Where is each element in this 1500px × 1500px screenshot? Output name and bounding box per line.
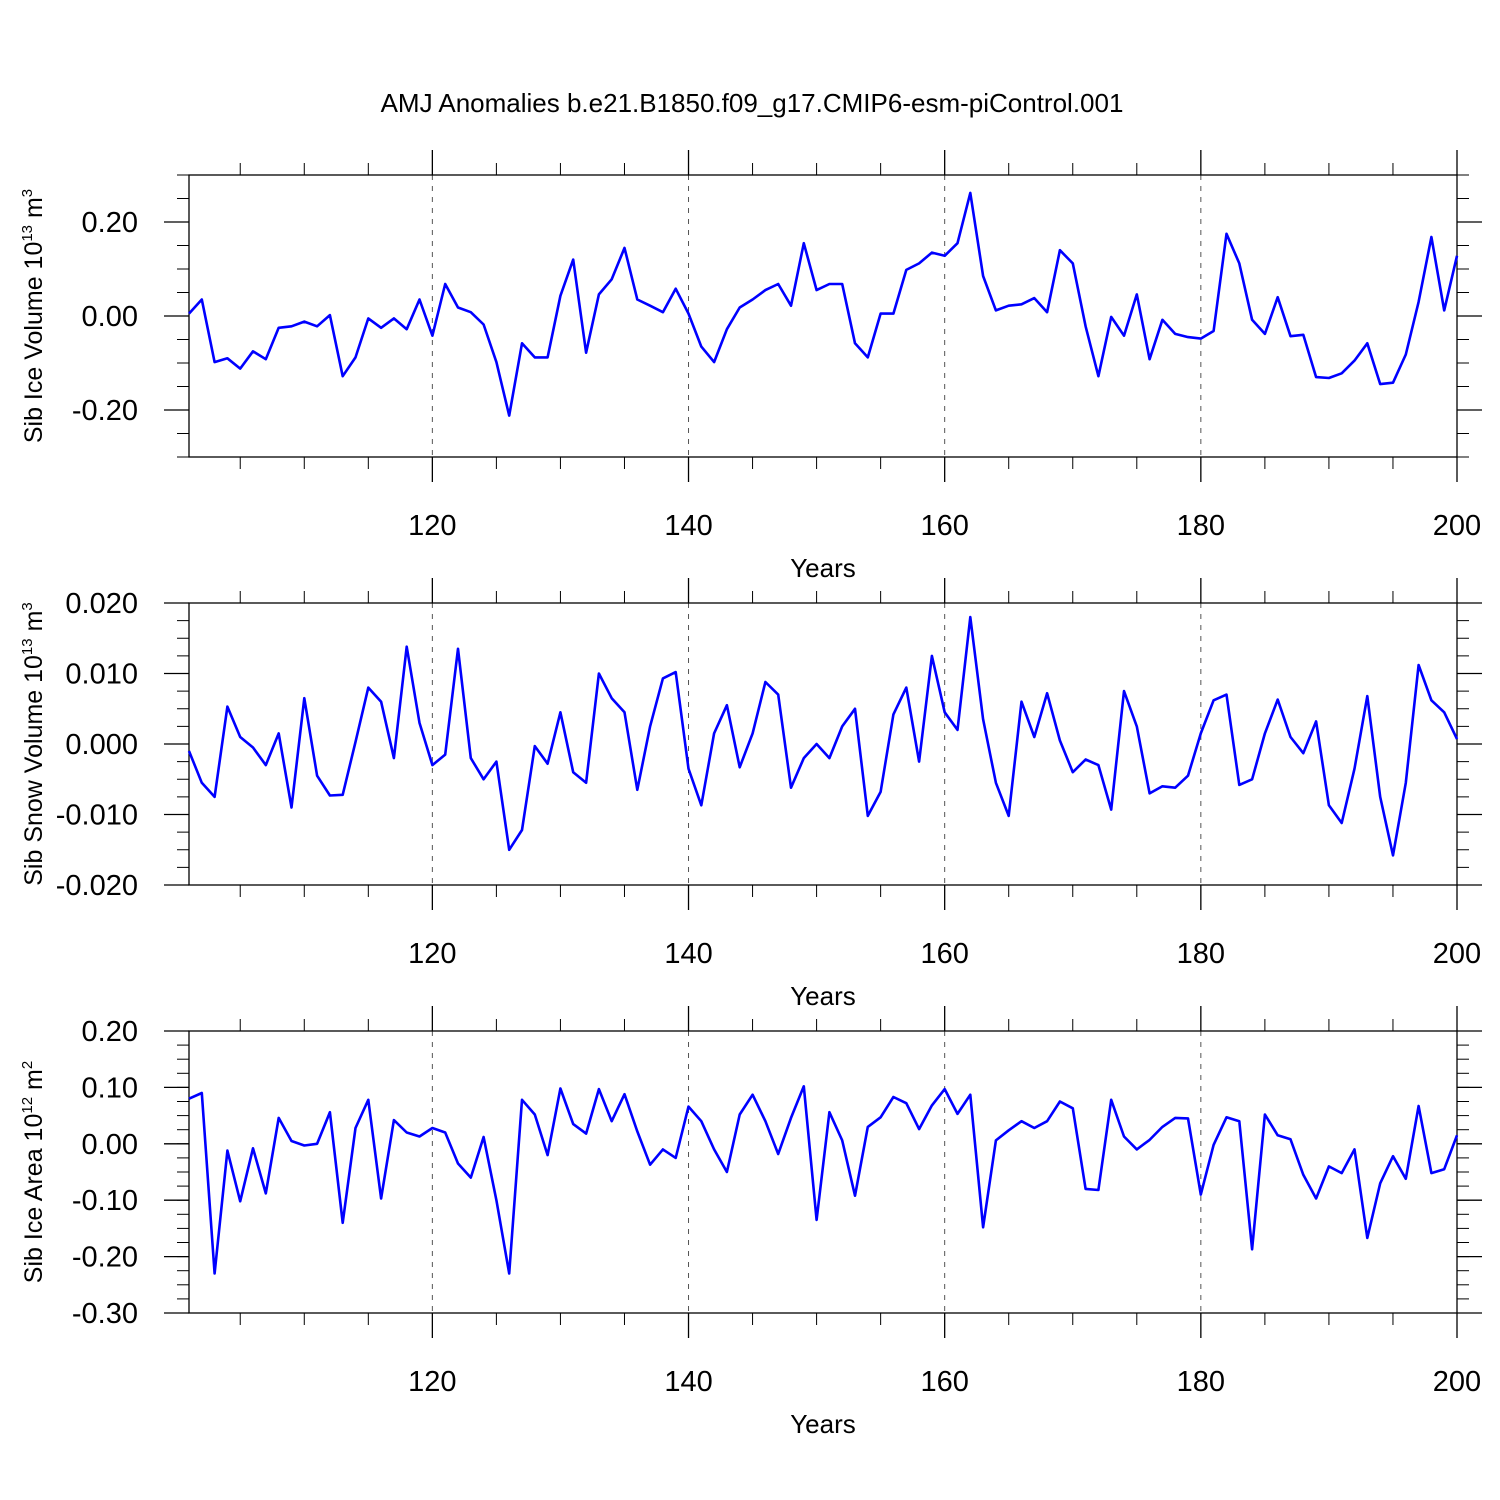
chart-title: AMJ Anomalies b.e21.B1850.f09_g17.CMIP6-… xyxy=(381,88,1124,118)
y-tick-label: 0.020 xyxy=(65,588,138,620)
y-axis-title-exponent: 12 xyxy=(19,1097,36,1114)
plot-frame xyxy=(188,174,1458,458)
y-axis-title: Sib Ice Area 1012 m2 xyxy=(19,1061,48,1283)
y-axis-title-exponent: 13 xyxy=(19,225,36,242)
panel-ice-area: 120 140 160 180 200 0.20 0.10 0.00 -0.10 -0.20 -0.… xyxy=(19,1006,1482,1439)
x-tick-label: 200 xyxy=(1433,510,1481,542)
y-tick-label: -0.20 xyxy=(72,395,138,427)
x-tick-label: 120 xyxy=(408,1366,456,1398)
series-line xyxy=(188,1085,1459,1275)
y-axis-title-exponent: 13 xyxy=(19,638,36,655)
x-tick-label: 180 xyxy=(1177,1366,1225,1398)
y-tick-label: -0.10 xyxy=(72,1185,138,1217)
x-axis-title: Years xyxy=(790,553,856,583)
y-axis-title: Sib Snow Volume 1013 m3 xyxy=(19,602,48,886)
panel-ice-volume: 120 140 160 180 200 0.20 0.00 -0.20 Years Sib Ice… xyxy=(19,150,1482,583)
y-axis-title-main: Sib Ice Volume 10 xyxy=(20,242,48,444)
series-line xyxy=(187,615,1459,857)
y-axis-title: Sib Ice Volume 1013 m3 xyxy=(19,189,48,443)
x-tick-label: 140 xyxy=(664,1366,712,1398)
panels: 120 140 160 180 200 0.20 0.00 -0.20 Years Sib Ice… xyxy=(19,150,1482,1439)
x-tick-label: 180 xyxy=(1177,510,1225,542)
x-tick-label: 180 xyxy=(1177,938,1225,970)
y-axis-title-unit: m xyxy=(20,611,48,639)
y-axis-title-main: Sib Snow Volume 10 xyxy=(20,655,48,886)
y-tick-label: 0.00 xyxy=(82,1129,138,1161)
y-axis-title-unit: m xyxy=(20,197,48,225)
y-axis-title-unit-exponent: 3 xyxy=(19,602,36,610)
y-axis-title-unit: m xyxy=(20,1069,48,1097)
x-tick-label: 200 xyxy=(1433,1366,1481,1398)
y-tick-label: 0.20 xyxy=(82,207,138,239)
panel-snow-volume: 120 140 160 180 200 0.020 0.010 0.000 -0.010 -0.0… xyxy=(19,578,1482,1011)
y-tick-label: 0.00 xyxy=(82,301,138,333)
x-tick-label: 160 xyxy=(920,510,968,542)
plot-frame xyxy=(188,602,1458,886)
x-tick-label: 140 xyxy=(664,938,712,970)
series-line xyxy=(188,191,1459,417)
x-tick-label: 120 xyxy=(408,938,456,970)
y-tick-label: 0.20 xyxy=(82,1016,138,1048)
y-tick-label: 0.10 xyxy=(82,1072,138,1104)
x-axis-title: Years xyxy=(790,981,856,1011)
y-tick-label: -0.20 xyxy=(72,1242,138,1274)
y-tick-label: -0.010 xyxy=(56,800,138,832)
x-tick-label: 160 xyxy=(920,1366,968,1398)
y-tick-label: 0.000 xyxy=(65,729,138,761)
y-axis-title-unit-exponent: 2 xyxy=(19,1061,36,1069)
x-tick-label: 200 xyxy=(1433,938,1481,970)
x-tick-label: 140 xyxy=(664,510,712,542)
x-tick-label: 120 xyxy=(408,510,456,542)
y-axis-title-main: Sib Ice Area 10 xyxy=(20,1114,48,1284)
y-tick-label: -0.30 xyxy=(72,1298,138,1330)
x-axis-title: Years xyxy=(790,1409,856,1439)
x-tick-label: 160 xyxy=(920,938,968,970)
y-tick-label: 0.010 xyxy=(65,659,138,691)
y-axis-title-unit-exponent: 3 xyxy=(19,189,36,197)
y-tick-label: -0.020 xyxy=(56,870,138,902)
